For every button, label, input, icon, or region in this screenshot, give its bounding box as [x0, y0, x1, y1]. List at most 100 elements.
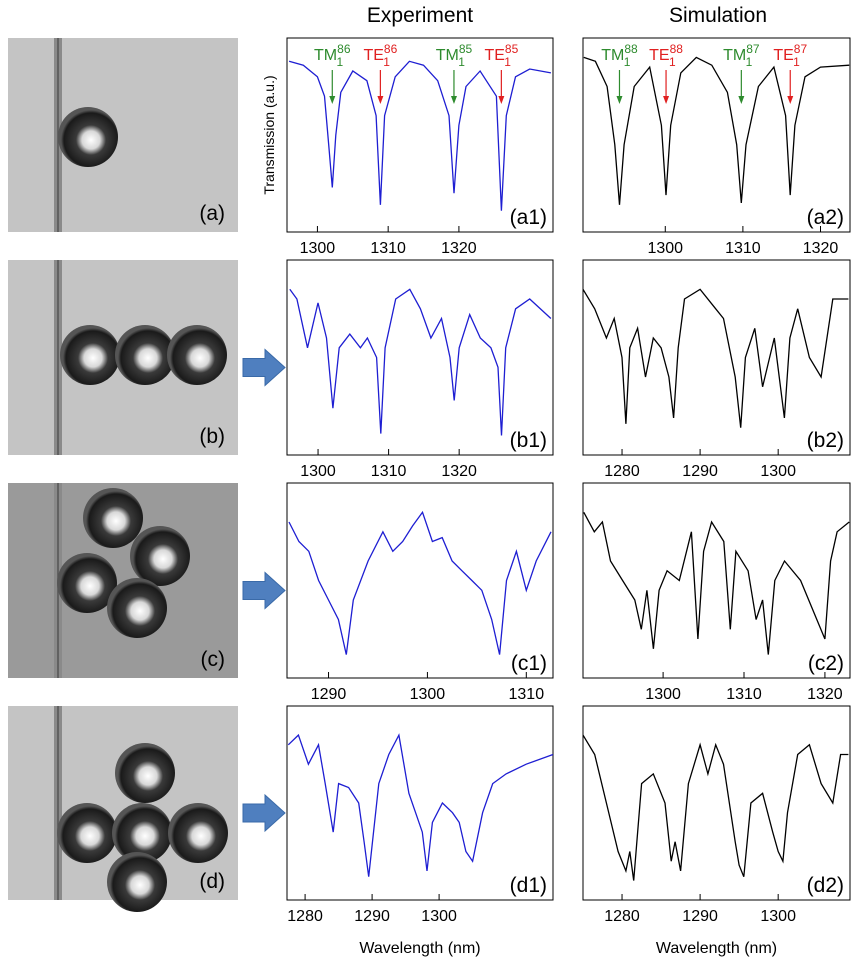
x-tick-label: 1280 — [604, 908, 640, 925]
x-tick-label: 1310 — [509, 686, 545, 703]
panel-label: (a2) — [807, 206, 844, 229]
mode-arrowhead — [498, 96, 505, 104]
plot-frame — [582, 37, 851, 233]
x-tick-label: 1300 — [421, 908, 457, 925]
mode-arrowhead — [738, 96, 745, 104]
mode-sup: 86 — [384, 42, 398, 56]
mode-label: TE85 1 — [484, 42, 518, 69]
mode-name: TE — [773, 47, 793, 64]
column-title: Simulation — [669, 4, 767, 27]
plot-frame — [582, 259, 851, 456]
spectrum-line — [288, 510, 552, 655]
mode-name: TM — [314, 47, 337, 64]
microsphere — [83, 488, 143, 548]
plot-frame — [286, 482, 554, 679]
mode-sub: 1 — [624, 55, 631, 69]
mode-sub: 1 — [337, 55, 344, 69]
mode-label: TM87 1 — [723, 42, 760, 69]
x-tick-label: 1320 — [441, 240, 477, 257]
mode-arrowhead — [616, 96, 623, 104]
microsphere — [130, 526, 190, 586]
x-tick-label: 1290 — [682, 908, 718, 925]
mode-name: TE — [649, 47, 669, 64]
mode-sub: 1 — [383, 55, 390, 69]
column-title: Experiment — [367, 4, 473, 27]
mode-arrowhead — [450, 96, 457, 104]
mode-label: TE87 1 — [773, 42, 807, 69]
microsphere — [115, 743, 175, 803]
image-label: (a) — [199, 202, 225, 225]
x-tick-label: 1290 — [311, 686, 347, 703]
y-axis-label: Transmission (a.u.) — [261, 75, 277, 194]
x-tick-label: 1320 — [803, 240, 839, 257]
spectrum-line — [288, 60, 552, 211]
x-tick-label: 1280 — [287, 908, 323, 925]
mode-sub: 1 — [746, 55, 753, 69]
plot-frame — [286, 259, 554, 456]
mode-sup: 86 — [337, 42, 351, 56]
mode-label: TM86 1 — [314, 42, 351, 69]
panel-label: (c1) — [511, 652, 547, 675]
panel-label: (b2) — [807, 429, 844, 452]
panel-label: (d2) — [807, 874, 844, 897]
mode-name: TM — [723, 47, 746, 64]
mode-arrowhead — [377, 96, 384, 104]
spectrum-line — [582, 734, 849, 881]
x-tick-label: 1280 — [604, 463, 640, 480]
spectrum-line — [583, 56, 850, 205]
mode-arrowhead — [663, 96, 670, 104]
mode-sub: 1 — [504, 55, 511, 69]
mode-sub: 1 — [458, 55, 465, 69]
x-tick-label: 1300 — [300, 240, 336, 257]
x-tick-label: 1300 — [410, 686, 446, 703]
microsphere — [167, 325, 227, 385]
mode-sup: 85 — [459, 42, 473, 56]
x-tick-label: 1300 — [647, 240, 683, 257]
microsphere — [112, 803, 172, 863]
arrow — [242, 793, 286, 833]
microsphere — [107, 578, 167, 638]
mode-sup: 87 — [746, 42, 760, 56]
spectrum-line — [287, 733, 554, 877]
spectrum-line — [583, 511, 850, 655]
microsphere — [58, 107, 118, 167]
x-tick-label: 1300 — [760, 463, 796, 480]
mode-label: TM85 1 — [436, 42, 473, 69]
microsphere — [60, 325, 120, 385]
x-tick-label: 1320 — [807, 686, 843, 703]
mode-label: TE86 1 — [363, 42, 397, 69]
microsphere — [57, 553, 117, 613]
microsphere — [57, 803, 117, 863]
mode-arrowhead — [787, 96, 794, 104]
microsphere — [115, 325, 175, 385]
x-tick-label: 1290 — [682, 463, 718, 480]
panel-label: (b1) — [510, 429, 547, 452]
mode-arrowhead — [329, 96, 336, 104]
spectrum-line — [289, 288, 552, 436]
x-tick-label: 1290 — [354, 908, 390, 925]
mode-sup: 87 — [794, 42, 808, 56]
plot-frame — [582, 482, 851, 679]
image-label: (d) — [199, 870, 225, 893]
microsphere — [107, 852, 167, 912]
arrow — [242, 571, 286, 610]
x-tick-label: 1310 — [725, 240, 761, 257]
image-label: (c) — [201, 648, 226, 671]
x-axis-label: Wavelength (nm) — [656, 940, 777, 957]
mode-sub: 1 — [793, 55, 800, 69]
mode-label: TM88 1 — [601, 42, 638, 69]
x-tick-label: 1310 — [370, 240, 406, 257]
mode-name: TM — [436, 47, 459, 64]
x-tick-label: 1300 — [645, 686, 681, 703]
mode-sup: 88 — [624, 42, 638, 56]
x-tick-label: 1320 — [441, 463, 477, 480]
panel-label: (a1) — [510, 206, 547, 229]
x-axis-label: Wavelength (nm) — [359, 940, 480, 957]
panel-label: (d1) — [510, 874, 547, 897]
x-tick-label: 1300 — [760, 908, 796, 925]
arrow — [242, 348, 286, 387]
mode-name: TE — [484, 47, 504, 64]
microsphere — [168, 803, 228, 863]
mode-sup: 85 — [505, 42, 519, 56]
